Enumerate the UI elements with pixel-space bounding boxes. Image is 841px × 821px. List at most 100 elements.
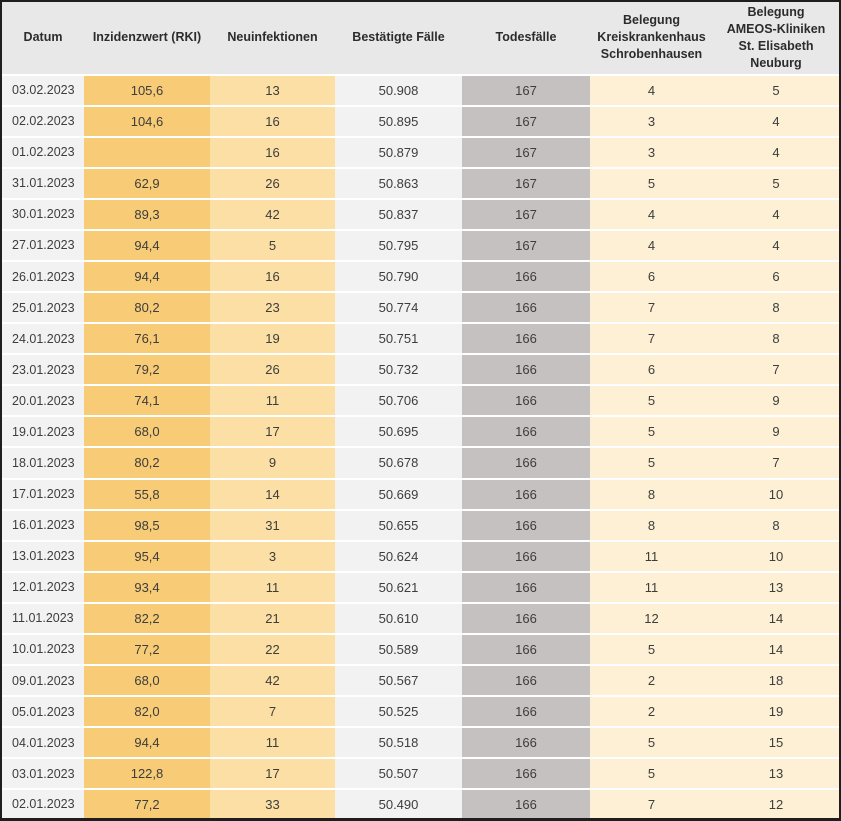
cell-datum: 01.02.2023 [2,137,84,169]
cell-datum: 26.01.2023 [2,261,84,294]
cell-datum: 10.01.2023 [2,634,84,666]
cell-belegung_kkh: 4 [590,230,713,262]
cell-bestaetigte_faelle: 50.610 [335,603,462,635]
cell-bestaetigte_faelle: 50.879 [335,137,462,169]
table-row: 09.01.2023 68,0 42 50.567 166 2 18 [2,665,839,698]
cell-todesfaelle: 166 [462,386,590,418]
cell-todesfaelle: 166 [462,572,590,604]
cell-belegung_ameos: 14 [713,603,839,635]
table-row: 02.01.2023 77,2 33 50.490 166 7 12 [2,790,839,818]
table-row: 18.01.2023 80,2 9 50.678 166 5 7 [2,448,839,480]
cell-bestaetigte_faelle: 50.790 [335,261,462,294]
cell-belegung_ameos: 19 [713,697,839,729]
cell-datum: 31.01.2023 [2,168,84,200]
cell-neuinfektionen: 26 [210,355,335,387]
cell-belegung_kkh: 5 [590,417,713,449]
cell-inzidenzwert: 104,6 [84,106,210,138]
cell-todesfaelle: 166 [462,603,590,635]
cell-belegung_ameos: 10 [713,479,839,511]
column-header-datum: Datum [2,2,84,76]
cell-inzidenzwert: 55,8 [84,479,210,511]
cell-neuinfektionen: 3 [210,541,335,573]
cell-todesfaelle: 166 [462,479,590,511]
cell-todesfaelle: 167 [462,106,590,138]
cell-datum: 18.01.2023 [2,448,84,480]
table-row: 26.01.2023 94,4 16 50.790 166 6 6 [2,261,839,294]
cell-todesfaelle: 166 [462,728,590,760]
cell-datum: 17.01.2023 [2,479,84,511]
cell-bestaetigte_faelle: 50.678 [335,448,462,480]
table-row: 24.01.2023 76,1 19 50.751 166 7 8 [2,324,839,356]
cell-belegung_kkh: 5 [590,386,713,418]
cell-datum: 02.01.2023 [2,790,84,818]
cell-neuinfektionen: 19 [210,324,335,356]
cell-inzidenzwert: 82,0 [84,697,210,729]
cell-belegung_kkh: 11 [590,541,713,573]
cell-belegung_kkh: 12 [590,603,713,635]
cell-bestaetigte_faelle: 50.490 [335,790,462,818]
cell-belegung_ameos: 9 [713,417,839,449]
cell-belegung_ameos: 6 [713,261,839,294]
cell-belegung_ameos: 8 [713,324,839,356]
cell-todesfaelle: 167 [462,168,590,200]
cell-inzidenzwert: 89,3 [84,199,210,231]
cell-bestaetigte_faelle: 50.621 [335,572,462,604]
cell-datum: 23.01.2023 [2,355,84,387]
table-row: 16.01.2023 98,5 31 50.655 166 8 8 [2,510,839,542]
column-header-belegung_ameos: Belegung AMEOS-Kliniken St. Elisabeth Ne… [713,2,839,76]
cell-bestaetigte_faelle: 50.732 [335,355,462,387]
cell-bestaetigte_faelle: 50.507 [335,759,462,791]
cell-inzidenzwert: 105,6 [84,75,210,107]
cell-belegung_ameos: 4 [713,230,839,262]
cell-belegung_kkh: 11 [590,572,713,604]
cell-todesfaelle: 166 [462,293,590,325]
cell-inzidenzwert: 122,8 [84,759,210,791]
cell-todesfaelle: 166 [462,541,590,573]
cell-inzidenzwert: 77,2 [84,634,210,666]
table-row: 25.01.2023 80,2 23 50.774 166 7 8 [2,293,839,325]
cell-neuinfektionen: 16 [210,106,335,138]
cell-bestaetigte_faelle: 50.695 [335,417,462,449]
cell-belegung_ameos: 7 [713,355,839,387]
cell-bestaetigte_faelle: 50.518 [335,728,462,760]
cell-belegung_ameos: 7 [713,448,839,480]
cell-inzidenzwert: 94,4 [84,230,210,262]
column-header-neuinfektionen: Neuinfektionen [210,2,335,76]
cell-bestaetigte_faelle: 50.589 [335,634,462,666]
cell-belegung_ameos: 5 [713,168,839,200]
table-row: 13.01.2023 95,4 3 50.624 166 11 10 [2,541,839,573]
cell-belegung_ameos: 9 [713,386,839,418]
cell-todesfaelle: 166 [462,790,590,818]
cell-belegung_ameos: 8 [713,510,839,542]
cell-inzidenzwert: 68,0 [84,417,210,449]
cell-datum: 16.01.2023 [2,510,84,542]
cell-belegung_kkh: 8 [590,479,713,511]
cell-todesfaelle: 166 [462,417,590,449]
cell-inzidenzwert: 98,5 [84,510,210,542]
cell-neuinfektionen: 23 [210,293,335,325]
cell-bestaetigte_faelle: 50.895 [335,106,462,138]
cell-todesfaelle: 166 [462,510,590,542]
cell-todesfaelle: 166 [462,448,590,480]
cell-todesfaelle: 166 [462,324,590,356]
table-row: 23.01.2023 79,2 26 50.732 166 6 7 [2,355,839,387]
cell-belegung_kkh: 7 [590,790,713,818]
cell-todesfaelle: 166 [462,261,590,294]
cell-belegung_kkh: 3 [590,106,713,138]
table-row: 19.01.2023 68,0 17 50.695 166 5 9 [2,417,839,449]
cell-belegung_ameos: 15 [713,728,839,760]
cell-belegung_kkh: 8 [590,510,713,542]
cell-neuinfektionen: 22 [210,634,335,666]
cell-belegung_ameos: 12 [713,790,839,818]
cell-bestaetigte_faelle: 50.669 [335,479,462,511]
cell-neuinfektionen: 16 [210,261,335,294]
table-row: 02.02.2023 104,6 16 50.895 167 3 4 [2,106,839,138]
column-header-bestaetigte_faelle: Bestätigte Fälle [335,2,462,76]
cell-belegung_ameos: 5 [713,75,839,107]
table-header: Datum Inzidenzwert (RKI) Neuinfektionen Bes… [2,2,839,76]
table-row: 20.01.2023 74,1 11 50.706 166 5 9 [2,386,839,418]
cell-belegung_kkh: 6 [590,261,713,294]
cell-neuinfektionen: 16 [210,137,335,169]
